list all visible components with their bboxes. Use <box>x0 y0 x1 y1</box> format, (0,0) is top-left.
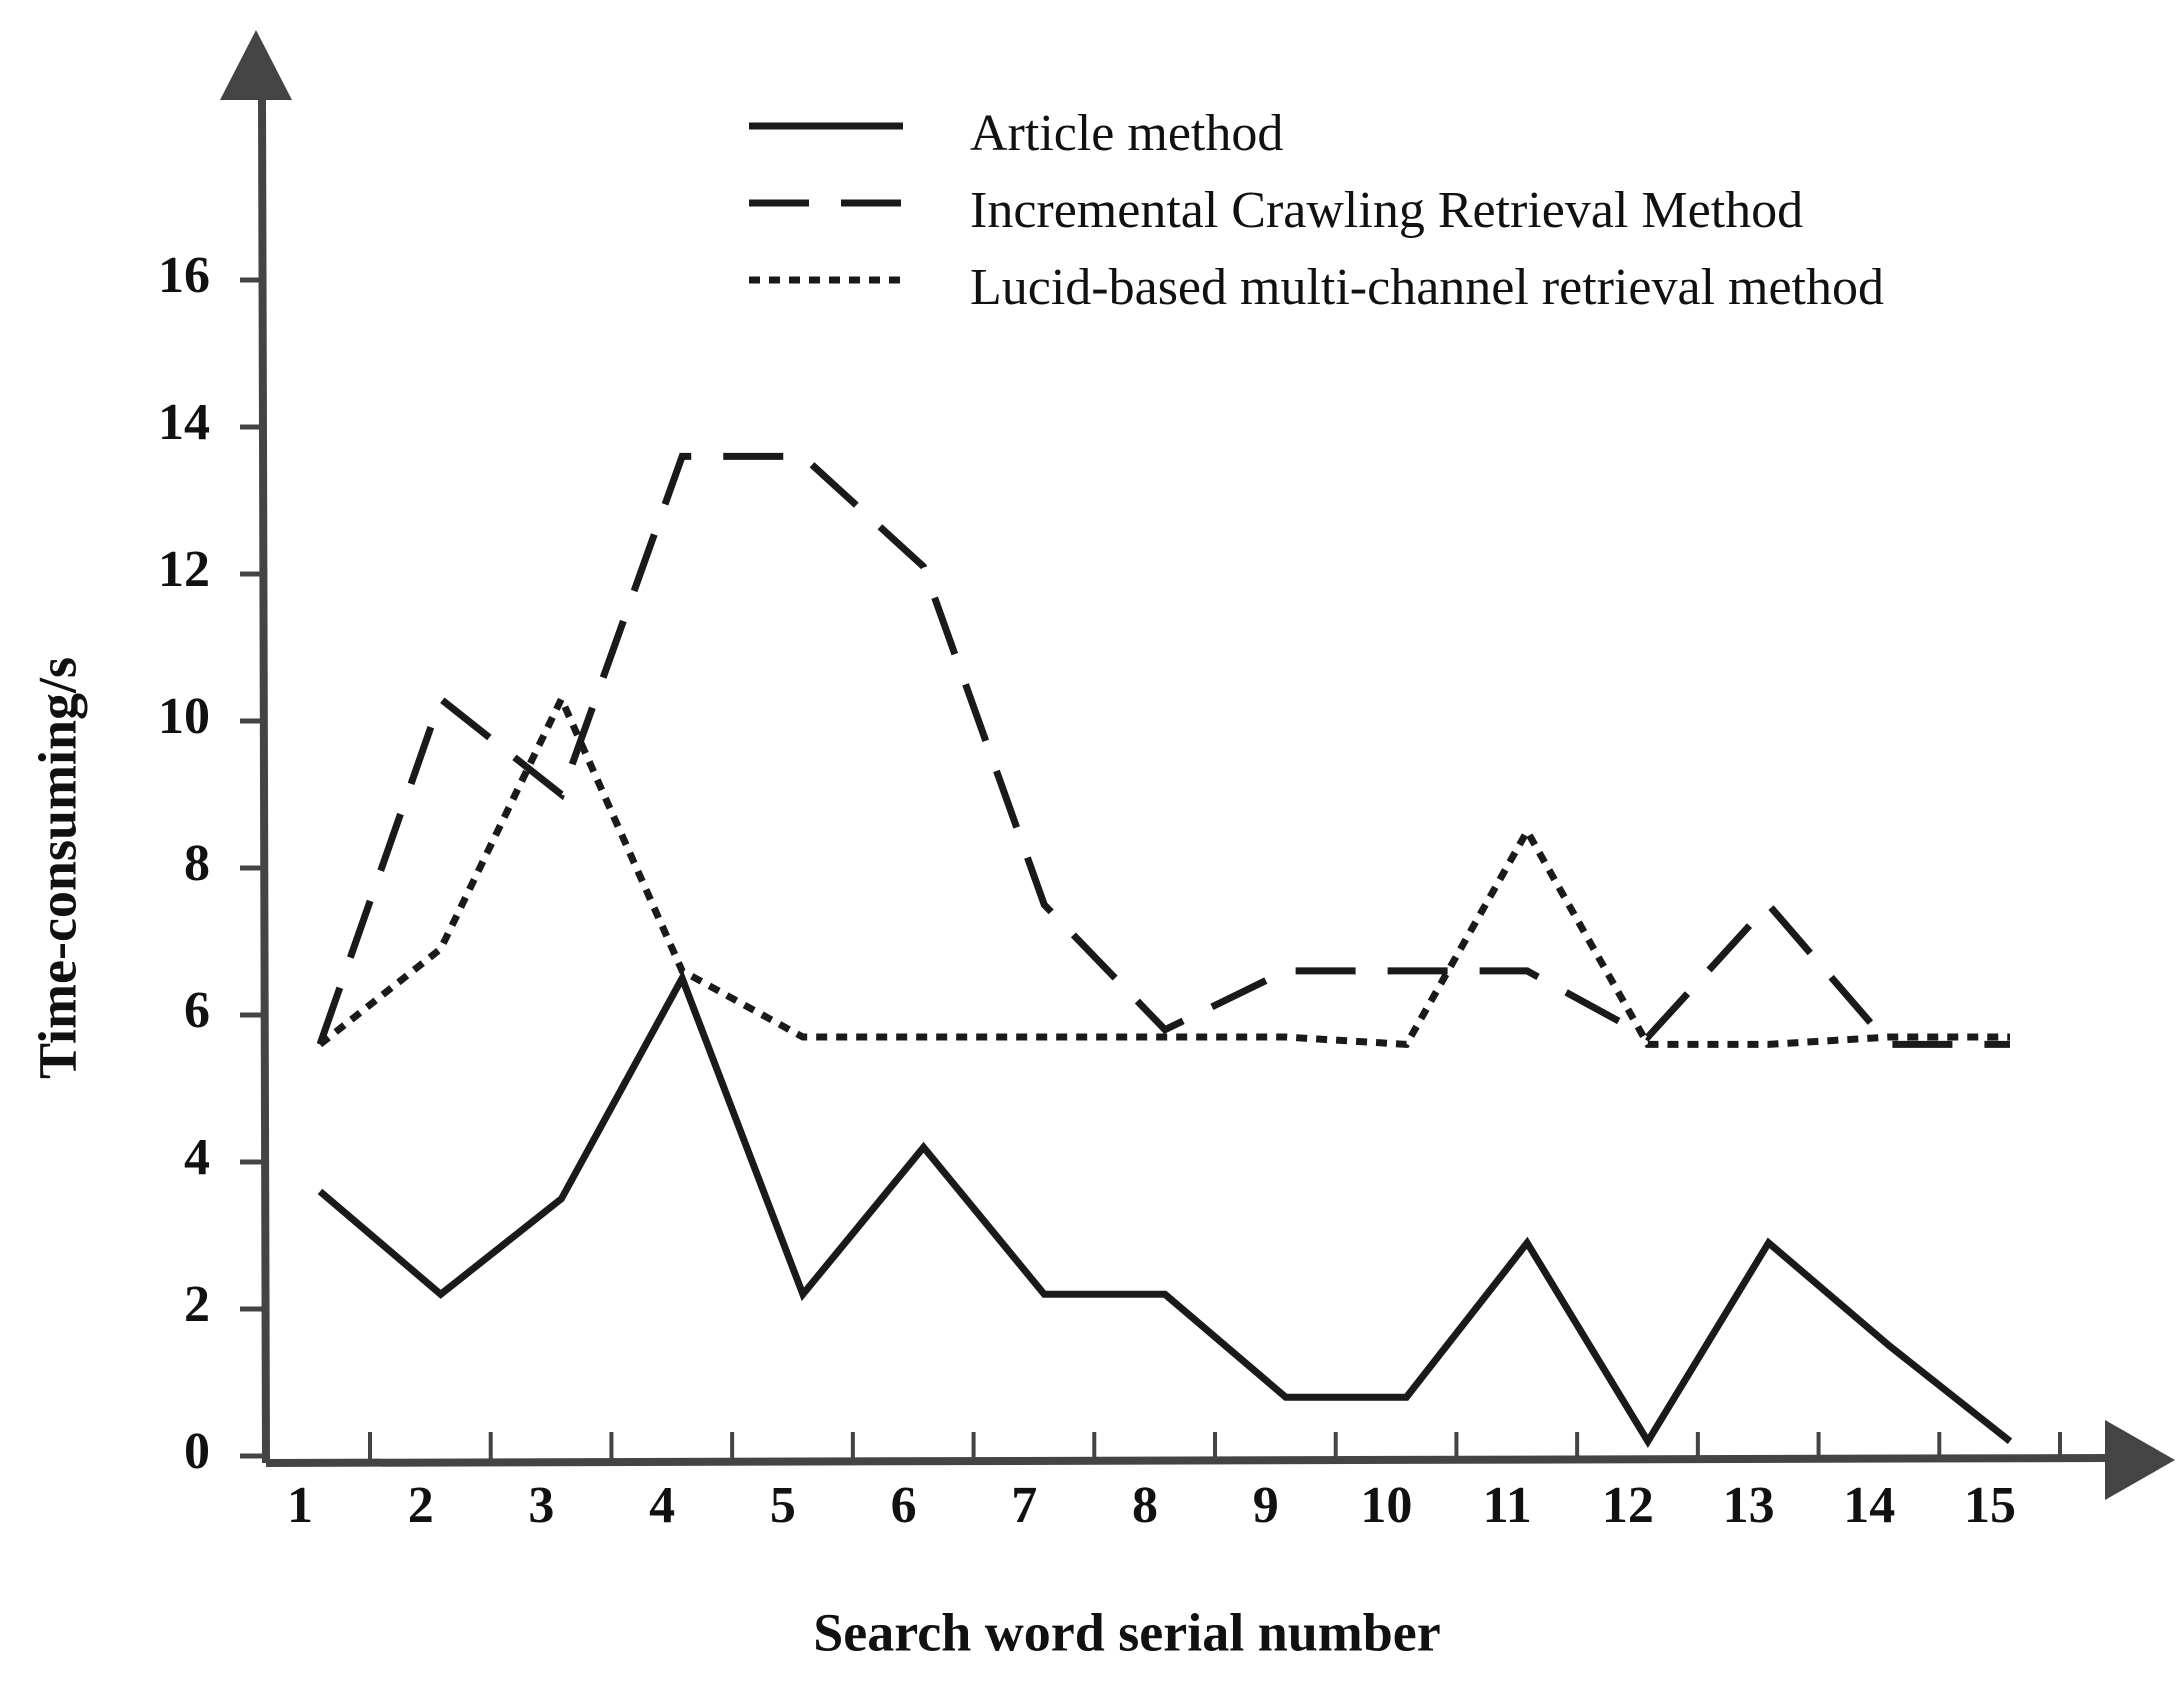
y-tick-label: 10 <box>158 688 210 745</box>
y-axis-title: Time-consuming/s <box>27 657 87 1079</box>
y-tick-label: 8 <box>184 835 210 892</box>
y-tick-label: 6 <box>184 982 210 1039</box>
legend-label: Article method <box>970 105 1283 162</box>
x-tick-label: 4 <box>649 1477 675 1534</box>
series-line <box>317 969 2013 1449</box>
x-tick-label: 9 <box>1253 1477 1279 1534</box>
legend-label: Incremental Crawling Retrieval Method <box>970 182 1803 239</box>
x-tick-label: 8 <box>1132 1477 1158 1534</box>
y-tick-label: 0 <box>184 1423 210 1480</box>
x-axis-arrow <box>2105 1420 2175 1500</box>
x-tick-label: 15 <box>1964 1477 2016 1534</box>
legend-label: Lucid-based multi-channel retrieval meth… <box>970 259 1884 316</box>
y-tick-label: 2 <box>184 1276 210 1333</box>
y-tick-label: 12 <box>158 541 210 598</box>
x-tick-label: 13 <box>1723 1477 1775 1534</box>
x-tick-label: 2 <box>408 1477 434 1534</box>
x-axis-title: Search word serial number <box>813 1602 1440 1662</box>
y-axis <box>258 99 270 1464</box>
y-tick-label: 16 <box>158 247 210 304</box>
x-tick-label: 11 <box>1483 1477 1532 1534</box>
x-axis <box>265 1454 2111 1467</box>
axes <box>220 30 2175 1500</box>
x-tick-label: 6 <box>891 1477 917 1534</box>
x-tick-label: 5 <box>770 1477 796 1534</box>
y-axis-arrow <box>220 30 292 100</box>
x-tick-label: 10 <box>1360 1477 1412 1534</box>
x-tick-label: 3 <box>528 1477 554 1534</box>
y-tick-label: 4 <box>184 1129 210 1186</box>
series-line <box>317 690 2010 1049</box>
x-tick-label: 7 <box>1011 1477 1037 1534</box>
x-tick-label: 1 <box>287 1477 313 1534</box>
x-tick-label: 12 <box>1602 1477 1654 1534</box>
x-tick-label: 14 <box>1843 1477 1895 1534</box>
y-tick-label: 14 <box>158 394 210 451</box>
series-line <box>316 452 2010 1048</box>
